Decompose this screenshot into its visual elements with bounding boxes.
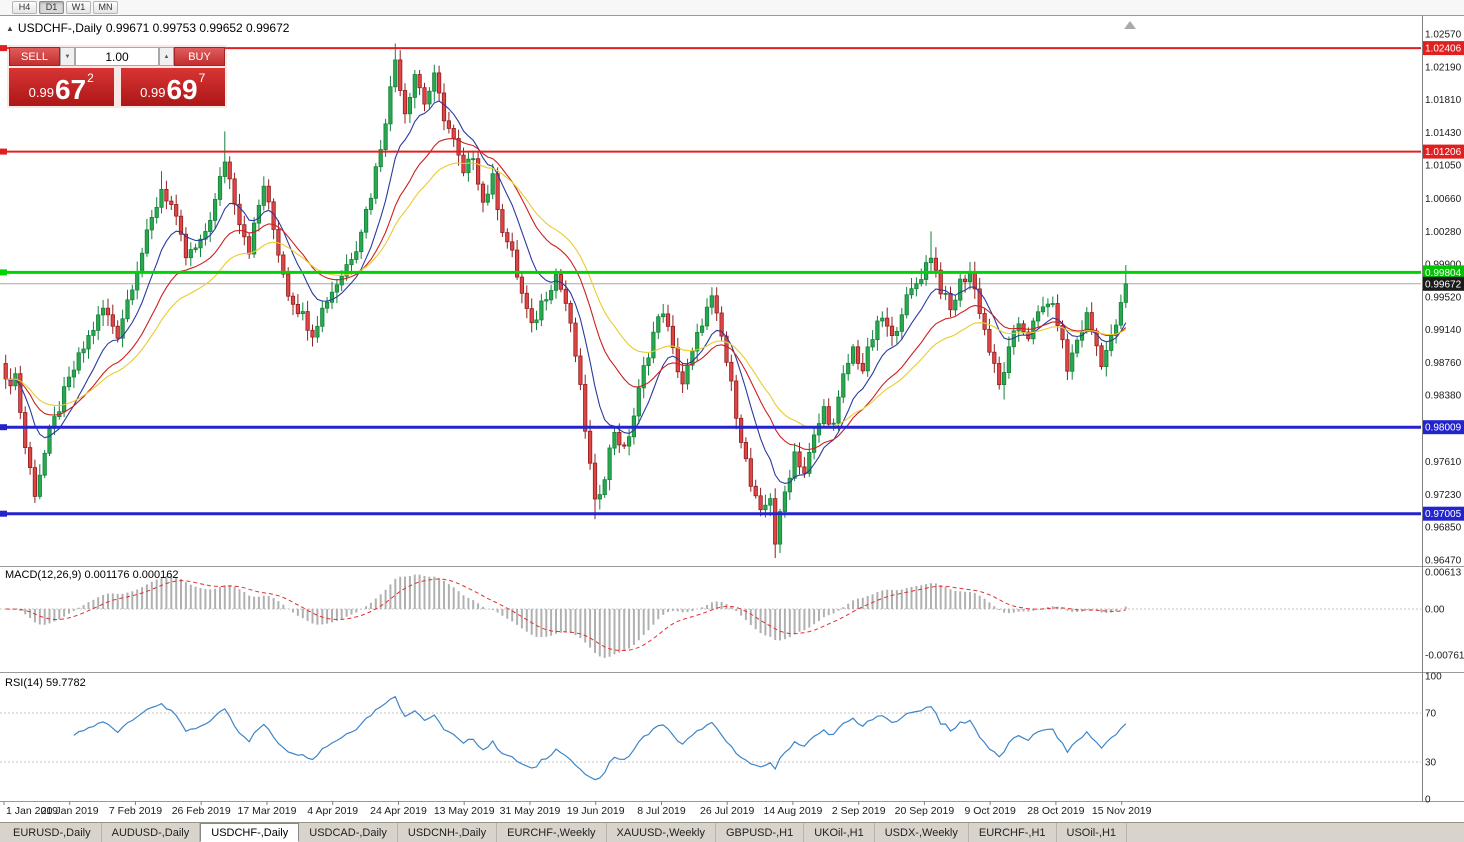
svg-text:0.99672: 0.99672 <box>1425 279 1462 290</box>
svg-text:8 Jul 2019: 8 Jul 2019 <box>637 805 686 817</box>
chart-tab[interactable]: USDCNH-,Daily <box>398 823 498 842</box>
svg-text:9 Oct 2019: 9 Oct 2019 <box>965 805 1017 817</box>
svg-text:1.02406: 1.02406 <box>1425 44 1462 55</box>
svg-text:0.96470: 0.96470 <box>1425 555 1462 566</box>
svg-text:0.97005: 0.97005 <box>1425 509 1462 520</box>
svg-text:0.98380: 0.98380 <box>1425 391 1462 402</box>
svg-text:24 Apr 2019: 24 Apr 2019 <box>370 805 427 817</box>
svg-text:2 Sep 2019: 2 Sep 2019 <box>832 805 886 817</box>
svg-text:0.98760: 0.98760 <box>1425 358 1462 369</box>
svg-text:1.01206: 1.01206 <box>1425 147 1462 158</box>
sell-price-pipette: 2 <box>87 71 94 85</box>
chart-window: 1.02570 1.02190 1.01810 1.01430 1.01050 1.006… <box>0 15 1464 818</box>
svg-text:0.00: 0.00 <box>1425 605 1445 616</box>
chart-tab[interactable]: AUDUSD-,Daily <box>102 823 201 842</box>
buy-price-prefix: 0.99 <box>140 85 166 100</box>
svg-text:1.01810: 1.01810 <box>1425 95 1462 106</box>
chart-shift-marker <box>1124 21 1136 29</box>
svg-text:0.99804: 0.99804 <box>1425 268 1462 279</box>
rsi-indicator-label: RSI(14) 59.7782 <box>5 677 86 689</box>
buy-button[interactable]: BUY <box>174 47 225 66</box>
buy-price-button[interactable]: 0.99 69 7 <box>120 68 225 106</box>
chart-tab[interactable]: USDX-,Weekly <box>875 823 969 842</box>
svg-text:-0.00761: -0.00761 <box>1425 650 1464 661</box>
svg-text:31 May 2019: 31 May 2019 <box>500 805 561 817</box>
timeframe-button-d1[interactable]: D1 <box>39 1 64 14</box>
svg-text:1.02570: 1.02570 <box>1425 30 1462 41</box>
svg-text:26 Feb 2019: 26 Feb 2019 <box>172 805 231 817</box>
svg-text:1 Jan 2019: 1 Jan 2019 <box>6 805 58 817</box>
chart-title: ▲ USDCHF-,Daily 0.99671 0.99753 0.99652 … <box>6 21 289 35</box>
chart-tab[interactable]: USDCAD-,Daily <box>299 823 398 842</box>
sell-price-button[interactable]: 0.99 67 2 <box>9 68 114 106</box>
sell-button[interactable]: SELL <box>9 47 60 66</box>
volume-decrease-button[interactable]: ▼ <box>60 47 75 66</box>
svg-text:13 May 2019: 13 May 2019 <box>434 805 495 817</box>
timeframe-button-w1[interactable]: W1 <box>66 1 91 14</box>
svg-text:0.00613: 0.00613 <box>1425 568 1462 579</box>
buy-price-big-digits: 69 <box>166 74 198 105</box>
svg-text:26 Jul 2019: 26 Jul 2019 <box>700 805 754 817</box>
chart-expand-icon: ▲ <box>6 23 14 33</box>
chart-canvas[interactable]: 1.025701.021901.018101.014301.010501.006… <box>0 16 1464 819</box>
svg-text:1.00280: 1.00280 <box>1425 227 1462 238</box>
chart-tab[interactable]: XAUUSD-,Weekly <box>607 823 716 842</box>
svg-text:20 Jan 2019: 20 Jan 2019 <box>41 805 99 817</box>
svg-text:0.96850: 0.96850 <box>1425 523 1462 534</box>
svg-text:1.02190: 1.02190 <box>1425 62 1462 73</box>
svg-text:0: 0 <box>1425 794 1431 805</box>
svg-text:1.01430: 1.01430 <box>1425 128 1462 139</box>
svg-text:7 Feb 2019: 7 Feb 2019 <box>109 805 162 817</box>
chart-tab[interactable]: EURCHF-,H1 <box>969 823 1057 842</box>
chart-tab[interactable]: EURCHF-,Weekly <box>497 823 607 842</box>
svg-text:0.97610: 0.97610 <box>1425 457 1462 468</box>
svg-text:15 Nov 2019: 15 Nov 2019 <box>1092 805 1152 817</box>
svg-text:0.99520: 0.99520 <box>1425 292 1462 303</box>
svg-text:0.97230: 0.97230 <box>1425 490 1462 501</box>
chart-tab-bar: EURUSD-,Daily AUDUSD-,Daily USDCHF-,Daily U… <box>0 822 1464 842</box>
svg-text:30: 30 <box>1425 758 1437 769</box>
svg-text:4 Apr 2019: 4 Apr 2019 <box>307 805 358 817</box>
sell-price-big-digits: 67 <box>54 74 87 105</box>
one-click-trading-panel: SELL ▼ 1.00 ▲ BUY 0.99 67 2 0.99 69 7 <box>7 45 227 108</box>
buy-price-pipette: 7 <box>198 71 206 85</box>
svg-text:28 Oct 2019: 28 Oct 2019 <box>1027 805 1084 817</box>
svg-text:1.00660: 1.00660 <box>1425 194 1462 205</box>
chart-title-symbol: USDCHF-,Daily <box>17 21 102 35</box>
volume-field[interactable]: 1.00 <box>75 47 159 66</box>
svg-text:100: 100 <box>1425 672 1442 683</box>
chart-tab[interactable]: GBPUSD-,H1 <box>716 823 805 842</box>
svg-text:0.98009: 0.98009 <box>1425 423 1462 434</box>
svg-text:0.99900: 0.99900 <box>1425 260 1462 271</box>
timeframe-button-mn[interactable]: MN <box>93 1 118 14</box>
macd-indicator-label: MACD(12,26,9) 0.001176 0.000162 <box>5 569 179 581</box>
svg-text:14 Aug 2019: 14 Aug 2019 <box>763 805 822 817</box>
svg-text:0.99140: 0.99140 <box>1425 325 1462 336</box>
chart-title-ohlc: 0.99671 0.99753 0.99652 0.99672 <box>105 21 290 35</box>
sell-price-prefix: 0.99 <box>28 85 54 100</box>
svg-text:1.01050: 1.01050 <box>1425 161 1462 172</box>
svg-text:19 Jun 2019: 19 Jun 2019 <box>567 805 625 817</box>
svg-text:20 Sep 2019: 20 Sep 2019 <box>895 805 955 817</box>
timeframe-toolbar: H4 D1 W1 MN <box>0 0 1464 15</box>
chart-tab[interactable]: EURUSD-,Daily <box>3 823 102 842</box>
chart-tab[interactable]: USDCHF-,Daily <box>200 823 300 842</box>
volume-increase-button[interactable]: ▲ <box>159 47 174 66</box>
svg-text:17 Mar 2019: 17 Mar 2019 <box>238 805 297 817</box>
svg-text:70: 70 <box>1425 709 1437 720</box>
chart-tab[interactable]: USOil-,H1 <box>1057 823 1128 842</box>
timeframe-button-h4[interactable]: H4 <box>12 1 37 14</box>
chart-tab[interactable]: UKOil-,H1 <box>804 823 875 842</box>
